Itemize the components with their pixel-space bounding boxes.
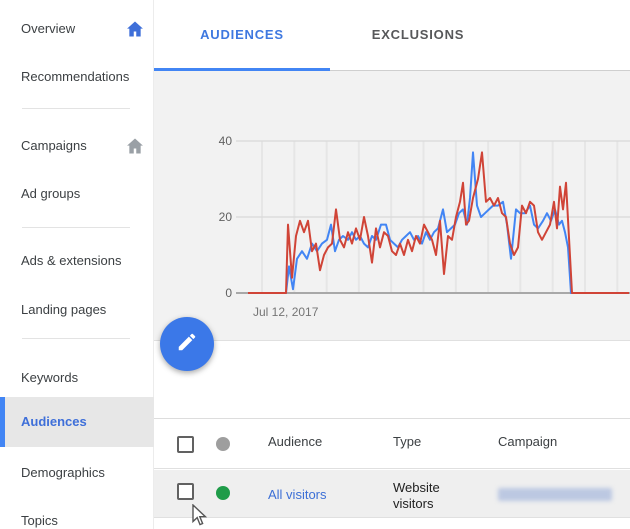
sidebar-item-label: Recommendations [21, 69, 130, 84]
status-filter-dot-icon [216, 437, 230, 451]
table-header-row: Audience Type Campaign [154, 419, 630, 469]
main-content: AUDIENCES EXCLUSIONS 40 20 0 Jul 12, 201… [154, 0, 630, 529]
sidebar-item-audiences[interactable]: Audiences [0, 397, 154, 447]
sidebar-item-label: Audiences [21, 414, 87, 429]
tab-label: AUDIENCES [200, 26, 284, 42]
tab-label: EXCLUSIONS [371, 26, 465, 42]
sidebar-item-landing-pages[interactable]: Landing pages [0, 297, 154, 323]
y-axis-tick-40: 40 [218, 134, 232, 148]
sidebar-divider [22, 227, 130, 228]
sidebar-item-label: Landing pages [21, 302, 107, 317]
campaign-redacted-value [498, 488, 612, 501]
sidebar-item-topics[interactable]: Topics [0, 508, 154, 529]
sidebar-item-ads-extensions[interactable]: Ads & extensions [0, 248, 154, 274]
active-tab-underline [154, 68, 330, 71]
sidebar-item-label: Topics [21, 513, 58, 528]
series-red [248, 151, 629, 294]
sidebar-item-label: Ads & extensions [21, 253, 122, 268]
sidebar-item-keywords[interactable]: Keywords [0, 365, 154, 391]
audience-trend-chart [236, 140, 630, 294]
home-icon [125, 136, 145, 156]
y-axis-tick-0: 0 [225, 286, 232, 300]
sidebar-item-recommendations[interactable]: Recommendations [0, 64, 154, 90]
sidebar-item-label: Campaigns [21, 138, 87, 153]
tab-bar-border [330, 70, 630, 71]
y-axis-tick-20: 20 [218, 210, 232, 224]
status-enabled-dot-icon [216, 486, 230, 500]
table-row[interactable]: All visitors Website visitors [154, 470, 630, 518]
tab-bar: AUDIENCES EXCLUSIONS [154, 0, 630, 71]
column-header-campaign[interactable]: Campaign [498, 434, 558, 449]
tab-exclusions[interactable]: EXCLUSIONS [330, 0, 506, 68]
sidebar: Overview Recommendations Campaigns Ad gr… [0, 0, 154, 529]
sidebar-item-label: Overview [21, 21, 76, 36]
sidebar-item-demographics[interactable]: Demographics [0, 460, 154, 486]
x-axis-start-date-label: Jul 12, 2017 [253, 305, 319, 319]
sidebar-divider [22, 338, 130, 339]
sidebar-item-ad-groups[interactable]: Ad groups [0, 181, 154, 207]
performance-chart-panel: 40 20 0 Jul 12, 2017 [154, 71, 630, 341]
series-blue [248, 151, 629, 294]
edit-fab-button[interactable] [160, 317, 214, 371]
home-icon [125, 19, 145, 39]
audience-type-cell: Website visitors [393, 480, 440, 511]
row-checkbox[interactable] [177, 483, 194, 500]
mouse-cursor-icon [192, 503, 208, 529]
tab-audiences[interactable]: AUDIENCES [154, 0, 330, 68]
sidebar-item-label: Keywords [21, 370, 79, 385]
column-header-audience[interactable]: Audience [268, 434, 323, 449]
summary-panel [154, 342, 630, 418]
sidebar-item-campaigns[interactable]: Campaigns [0, 133, 154, 159]
panel-divider [154, 418, 630, 419]
audiences-table: Audience Type Campaign All visitors Webs… [154, 419, 630, 529]
pencil-icon [176, 331, 198, 358]
column-header-type[interactable]: Type [393, 434, 422, 449]
selected-indicator-bar [0, 397, 5, 447]
sidebar-item-overview[interactable]: Overview [0, 16, 154, 42]
audience-link[interactable]: All visitors [268, 487, 327, 502]
sidebar-item-label: Ad groups [21, 186, 81, 201]
select-all-checkbox[interactable] [177, 436, 194, 453]
sidebar-divider [22, 108, 130, 109]
sidebar-item-label: Demographics [21, 465, 105, 480]
